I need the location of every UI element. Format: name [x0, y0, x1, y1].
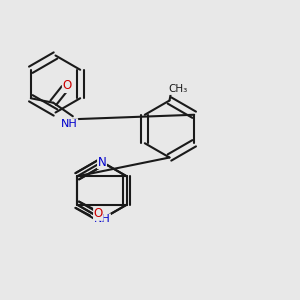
Text: NH: NH: [94, 214, 110, 224]
Text: O: O: [94, 207, 103, 220]
Text: CH₃: CH₃: [168, 84, 187, 94]
Text: O: O: [62, 80, 72, 92]
Text: N: N: [98, 155, 106, 169]
Text: NH: NH: [61, 119, 78, 129]
